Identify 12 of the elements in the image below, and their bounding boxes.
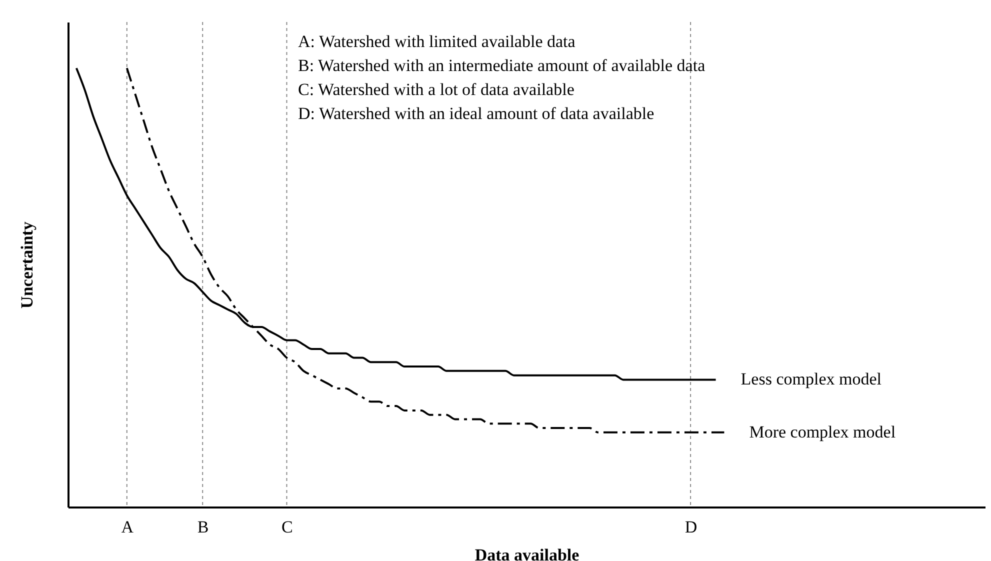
annotation: D: Watershed with an ideal amount of data available	[298, 104, 654, 123]
x-tick-label: A	[121, 518, 134, 536]
series-label: Less complex model	[740, 370, 882, 389]
x-tick-label: B	[197, 518, 209, 536]
x-axis-title: Data available	[474, 546, 580, 561]
x-tick-label: C	[282, 518, 293, 536]
y-axis-title: Uncertainty	[18, 221, 36, 308]
annotation: B: Watershed with an intermediate amount of available data	[298, 56, 706, 75]
x-tick-label: D	[684, 518, 698, 536]
text: A: Watershed with limited available data	[298, 32, 576, 51]
annotation: C: Watershed with a lot of data available	[298, 80, 574, 99]
series-label: More complex model	[749, 422, 896, 442]
